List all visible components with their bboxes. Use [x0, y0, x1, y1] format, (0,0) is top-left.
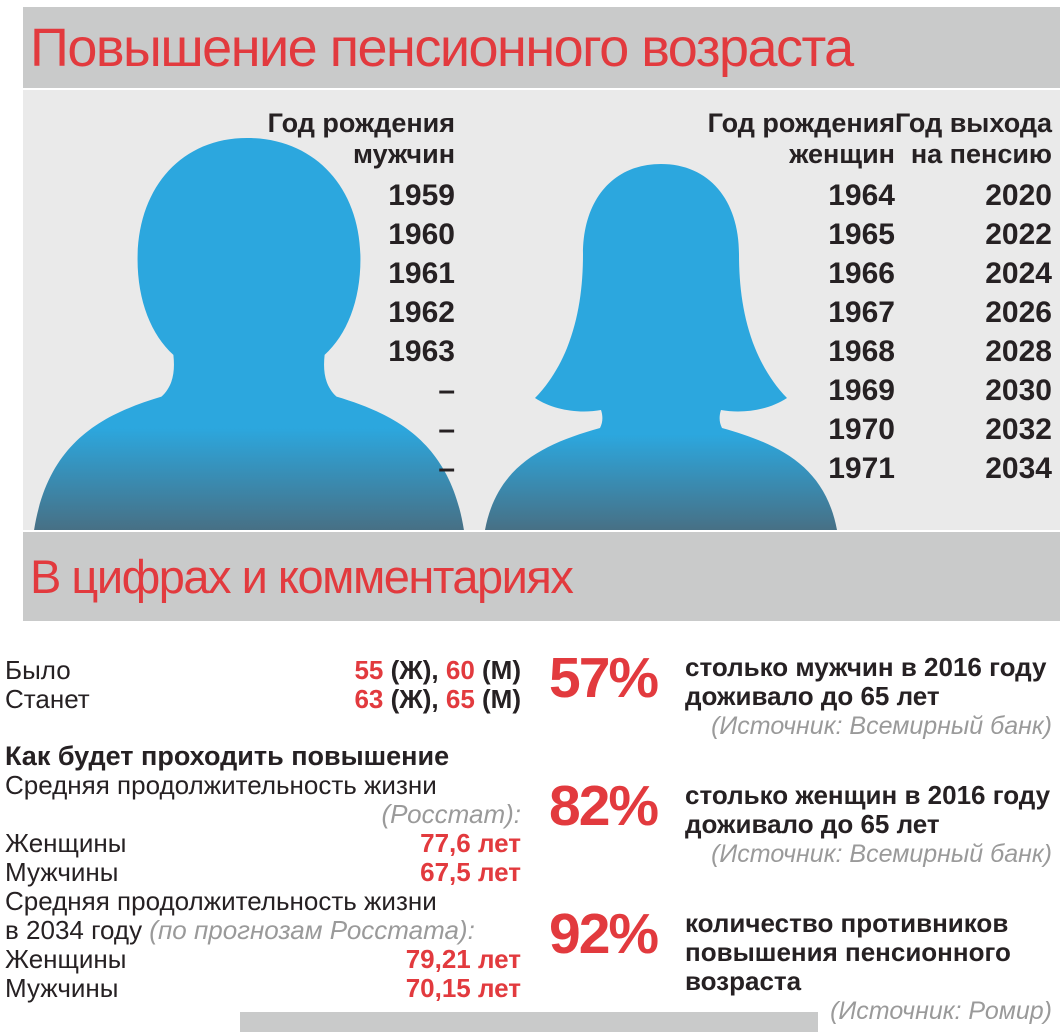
men-2034-row: Мужчины 70,15 лет: [5, 974, 521, 1003]
women-now-value: 77,6 лет: [420, 828, 521, 858]
life-expectancy-label: Средняя продолжительность жизни: [5, 770, 437, 800]
men-header-line2: мужчин: [352, 139, 455, 169]
was-value: 55 (Ж), 60 (М): [354, 656, 521, 685]
year-2034-prefix: в 2034 году: [5, 915, 150, 945]
was-value-men: 60: [445, 655, 475, 685]
figures-left-column: Было 55 (Ж), 60 (М) Станет 63 (Ж), 65 (М…: [5, 656, 521, 1003]
women-birth-year-column: Год рождения женщин 1964 1965 1966 1967 …: [660, 90, 895, 488]
women-year: 1968: [828, 335, 895, 368]
women-year: 1971: [828, 452, 895, 485]
will-label: Станет: [5, 684, 90, 714]
women-year: 1967: [828, 296, 895, 329]
retirement-years-list: 2020 2022 2024 2026 2028 2030 2032 2034: [817, 176, 1052, 488]
women-2034-label: Женщины: [5, 944, 127, 974]
stat-percentage: 57%: [549, 646, 659, 710]
men-birth-year-column: Год рождения мужчин 1959 1960 1961 1962 …: [220, 90, 455, 488]
stat-source: (Источник: Всемирный банк): [711, 840, 1052, 868]
women-year: 1969: [828, 374, 895, 407]
will-become-row: Станет 63 (Ж), 65 (М): [5, 685, 521, 714]
stat-description: столько мужчин в 2016 году доживало до 6…: [685, 652, 1047, 711]
page-title: Повышение пенсионного возраста: [30, 17, 854, 78]
women-year: 1964: [828, 179, 895, 212]
retirement-year: 2030: [985, 374, 1052, 407]
women-year: 1970: [828, 413, 895, 446]
retirement-year: 2024: [985, 257, 1052, 290]
was-label: Было: [5, 655, 71, 685]
women-year: 1965: [828, 218, 895, 251]
stat-women-survival: 82% столько женщин в 2016 году доживало …: [549, 774, 1052, 869]
men-year-dash: –: [438, 413, 455, 446]
women-year: 1966: [828, 257, 895, 290]
figures-right-column: 57% столько мужчин в 2016 году доживало …: [549, 650, 1052, 1032]
how-increase-heading: Как будет проходить повышение: [5, 741, 450, 771]
men-years-list: 1959 1960 1961 1962 1963 – – –: [220, 176, 455, 488]
will-value: 63 (Ж), 65 (М): [354, 685, 521, 714]
women-column-header: Год рождения женщин: [660, 108, 895, 170]
stat-description: количество противников повышения пенсион…: [685, 908, 1011, 996]
men-header-line1: Год рождения: [267, 108, 455, 138]
was-value-women: 55: [354, 655, 384, 685]
will-sep1: (Ж),: [383, 684, 446, 714]
pension-table-section: Год рождения мужчин 1959 1960 1961 1962 …: [23, 90, 1060, 530]
men-year: 1961: [388, 257, 455, 290]
will-value-men: 65: [445, 684, 475, 714]
rosstat-note: (Росстат):: [381, 799, 521, 829]
women-header-line1: Год рождения: [707, 108, 895, 138]
retirement-year: 2032: [985, 413, 1052, 446]
retirement-year: 2028: [985, 335, 1052, 368]
rosstat-forecast-note: (по прогнозам Росстата):: [149, 915, 475, 945]
retirement-header-line1: Год выхода: [894, 108, 1052, 138]
woman-silhouette-icon: [485, 164, 837, 530]
women-now-label: Женщины: [5, 828, 127, 858]
was-sep2: (М): [474, 655, 521, 685]
women-2034-value: 79,21 лет: [405, 944, 521, 974]
stat-source: (Источник: Ромир): [830, 997, 1052, 1025]
men-year-dash: –: [438, 374, 455, 407]
figures-section-title: В цифрах и комментариях: [30, 550, 574, 603]
stat-percentage: 92%: [549, 902, 659, 966]
man-silhouette-icon: [34, 137, 464, 530]
men-year: 1960: [388, 218, 455, 251]
retirement-year: 2020: [985, 179, 1052, 212]
stat-men-survival: 57% столько мужчин в 2016 году доживало …: [549, 646, 1052, 741]
spacer: [5, 714, 521, 741]
men-year-dash: –: [438, 452, 455, 485]
was-row: Было 55 (Ж), 60 (М): [5, 656, 521, 685]
retirement-year-column: Год выхода на пенсию 2020 2022 2024 2026…: [817, 90, 1052, 488]
stat-percentage: 82%: [549, 774, 659, 838]
bottom-partial-band: [240, 1012, 818, 1032]
men-column-header: Год рождения мужчин: [220, 108, 455, 170]
men-year: 1963: [388, 335, 455, 368]
women-now-row: Женщины 77,6 лет: [5, 829, 521, 858]
men-now-row: Мужчины 67,5 лет: [5, 858, 521, 887]
men-2034-value: 70,15 лет: [405, 973, 521, 1003]
stat-source: (Источник: Всемирный банк): [711, 712, 1052, 740]
retirement-year: 2034: [985, 452, 1052, 485]
header-band: Повышение пенсионного возраста: [23, 7, 1060, 88]
retirement-year: 2026: [985, 296, 1052, 329]
women-years-list: 1964 1965 1966 1967 1968 1969 1970 1971: [660, 176, 895, 488]
was-sep1: (Ж),: [383, 655, 446, 685]
figures-band: В цифрах и комментариях: [23, 532, 1060, 621]
men-year: 1959: [388, 179, 455, 212]
retirement-header-line2: на пенсию: [910, 139, 1052, 169]
men-now-label: Мужчины: [5, 857, 119, 887]
retirement-column-header: Год выхода на пенсию: [817, 108, 1052, 170]
women-header-line2: женщин: [789, 139, 895, 169]
men-year: 1962: [388, 296, 455, 329]
retirement-year: 2022: [985, 218, 1052, 251]
life-expectancy-2034-line2: в 2034 году (по прогнозам Росстата):: [5, 916, 521, 945]
stat-description: столько женщин в 2016 году доживало до 6…: [685, 780, 1051, 839]
women-2034-row: Женщины 79,21 лет: [5, 945, 521, 974]
life-expectancy-2034-label: Средняя продолжительность жизни: [5, 886, 437, 916]
will-sep2: (М): [474, 684, 521, 714]
stat-opponents: 92% количество противников повышения пен…: [549, 902, 1052, 1026]
will-value-women: 63: [354, 684, 384, 714]
men-2034-label: Мужчины: [5, 973, 119, 1003]
men-now-value: 67,5 лет: [420, 857, 521, 887]
